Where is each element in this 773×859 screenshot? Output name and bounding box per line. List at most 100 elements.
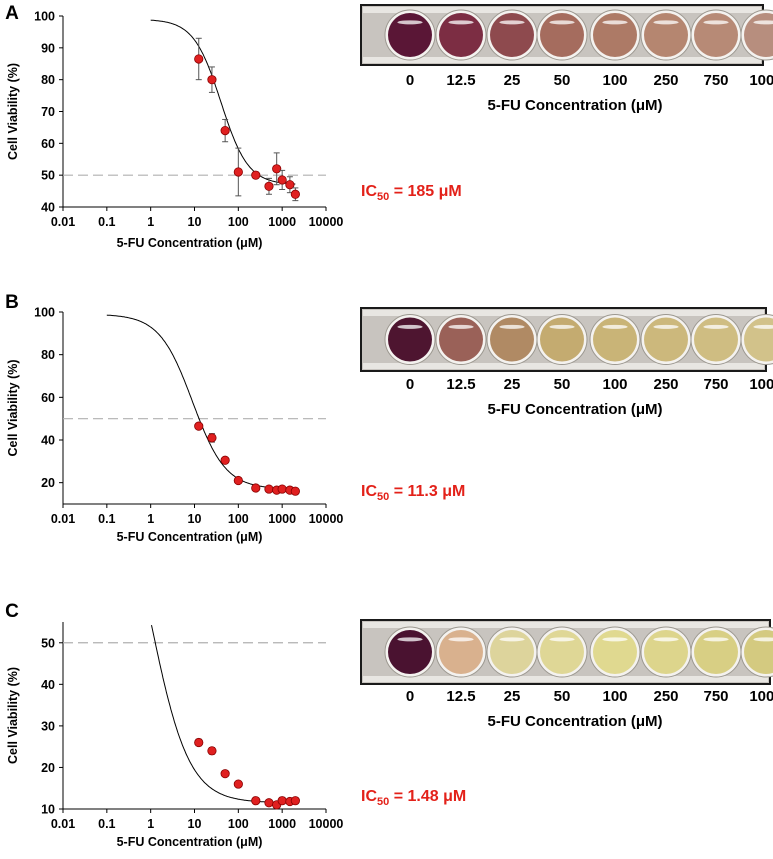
plate-concentration-label: 12.5 xyxy=(446,376,475,393)
x-tick-label: 1 xyxy=(147,817,154,831)
plate-concentration-label: 1000 xyxy=(749,376,773,393)
plate-concentration-label: 50 xyxy=(554,72,571,89)
plate-rim xyxy=(363,363,764,369)
well xyxy=(439,317,483,362)
plate-concentration-label: 12.5 xyxy=(446,72,475,89)
plate-axis-label: 5-FU Concentration (μM) xyxy=(488,97,663,114)
x-tick-label: 10 xyxy=(188,512,202,526)
y-tick-label: 50 xyxy=(41,636,55,650)
x-tick-label: 1000 xyxy=(268,817,296,831)
data-point xyxy=(233,167,243,177)
well-highlight xyxy=(653,324,679,329)
x-tick-label: 100 xyxy=(228,512,249,526)
plate-concentration-label: 250 xyxy=(653,688,678,705)
x-tick-label: 0.1 xyxy=(98,817,115,831)
y-tick-label: 10 xyxy=(41,803,55,817)
well xyxy=(388,630,432,674)
y-tick-label: 40 xyxy=(41,678,55,692)
well-highlight xyxy=(753,637,773,642)
plate-concentration-label: 100 xyxy=(602,72,627,89)
y-tick-label: 100 xyxy=(34,306,55,320)
well-highlight xyxy=(448,20,474,25)
y-tick-label: 20 xyxy=(41,476,55,490)
well-highlight xyxy=(397,637,423,642)
well xyxy=(593,630,637,674)
data-point xyxy=(264,484,274,494)
well xyxy=(439,13,483,57)
well xyxy=(540,630,584,674)
well xyxy=(540,317,584,362)
well xyxy=(490,317,534,362)
y-axis-label: Cell Viability (%) xyxy=(6,667,20,764)
well-highlight xyxy=(397,20,423,25)
ic50-label: IC50 = 185 μM xyxy=(361,183,462,203)
plate-concentration-label: 750 xyxy=(703,688,728,705)
well xyxy=(388,13,432,57)
data-point xyxy=(264,181,274,191)
x-axis-label: 5-FU Concentration (μM) xyxy=(117,236,263,250)
well-highlight xyxy=(448,324,474,329)
ic50-label: IC50 = 11.3 μM xyxy=(361,483,465,503)
ic50-subscript: 50 xyxy=(377,491,389,503)
y-tick-label: 90 xyxy=(41,41,55,55)
data-point xyxy=(207,75,217,85)
plate-concentration-label: 100 xyxy=(602,376,627,393)
y-tick-label: 80 xyxy=(41,73,55,87)
data-point xyxy=(220,126,230,136)
data-point xyxy=(290,486,300,496)
ic50-label: IC50 = 1.48 μM xyxy=(361,788,466,808)
well-plate xyxy=(360,4,773,66)
data-point xyxy=(277,796,287,806)
x-axis-label: 5-FU Concentration (μM) xyxy=(117,835,263,849)
y-axis-label: Cell Viability (%) xyxy=(6,63,20,160)
data-point xyxy=(251,170,261,180)
data-point xyxy=(251,483,261,493)
plate-concentration-label: 0 xyxy=(406,688,414,705)
data-point xyxy=(220,455,230,465)
x-tick-label: 100 xyxy=(228,817,249,831)
plate-concentration-label: 1000 xyxy=(749,688,773,705)
ic50-prefix: IC xyxy=(361,788,377,805)
x-tick-label: 1000 xyxy=(268,512,296,526)
data-point xyxy=(272,164,282,174)
data-point xyxy=(233,779,243,789)
x-tick-label: 10000 xyxy=(309,215,344,229)
well xyxy=(644,13,688,57)
well xyxy=(644,317,688,362)
x-tick-label: 1 xyxy=(147,215,154,229)
x-tick-label: 10000 xyxy=(309,817,344,831)
plate-axis-label: 5-FU Concentration (μM) xyxy=(488,401,663,418)
y-tick-label: 20 xyxy=(41,761,55,775)
well-highlight xyxy=(602,637,628,642)
plate-concentration-label: 250 xyxy=(653,376,678,393)
y-tick-label: 60 xyxy=(41,391,55,405)
well-highlight xyxy=(549,324,575,329)
fit-curve xyxy=(106,314,296,490)
data-point xyxy=(207,433,217,443)
well xyxy=(694,630,738,674)
x-tick-label: 100 xyxy=(228,215,249,229)
well-highlight xyxy=(703,324,729,329)
x-tick-label: 0.01 xyxy=(51,817,75,831)
data-point xyxy=(194,737,204,748)
x-tick-label: 10000 xyxy=(309,512,344,526)
x-tick-label: 1000 xyxy=(268,215,296,229)
data-point xyxy=(251,796,261,806)
data-point xyxy=(220,769,230,779)
well-highlight xyxy=(448,637,474,642)
plate-concentration-label: 1000 xyxy=(749,72,773,89)
plate-axis-label: 5-FU Concentration (μM) xyxy=(488,713,663,730)
x-tick-label: 0.1 xyxy=(98,215,115,229)
plate-concentration-label: 0 xyxy=(406,376,414,393)
data-point xyxy=(194,421,204,431)
data-point xyxy=(277,484,287,494)
well-highlight xyxy=(653,637,679,642)
well-highlight xyxy=(753,20,773,25)
data-point xyxy=(290,189,300,199)
well-highlight xyxy=(397,324,423,329)
well-highlight xyxy=(703,637,729,642)
data-point xyxy=(277,175,287,185)
